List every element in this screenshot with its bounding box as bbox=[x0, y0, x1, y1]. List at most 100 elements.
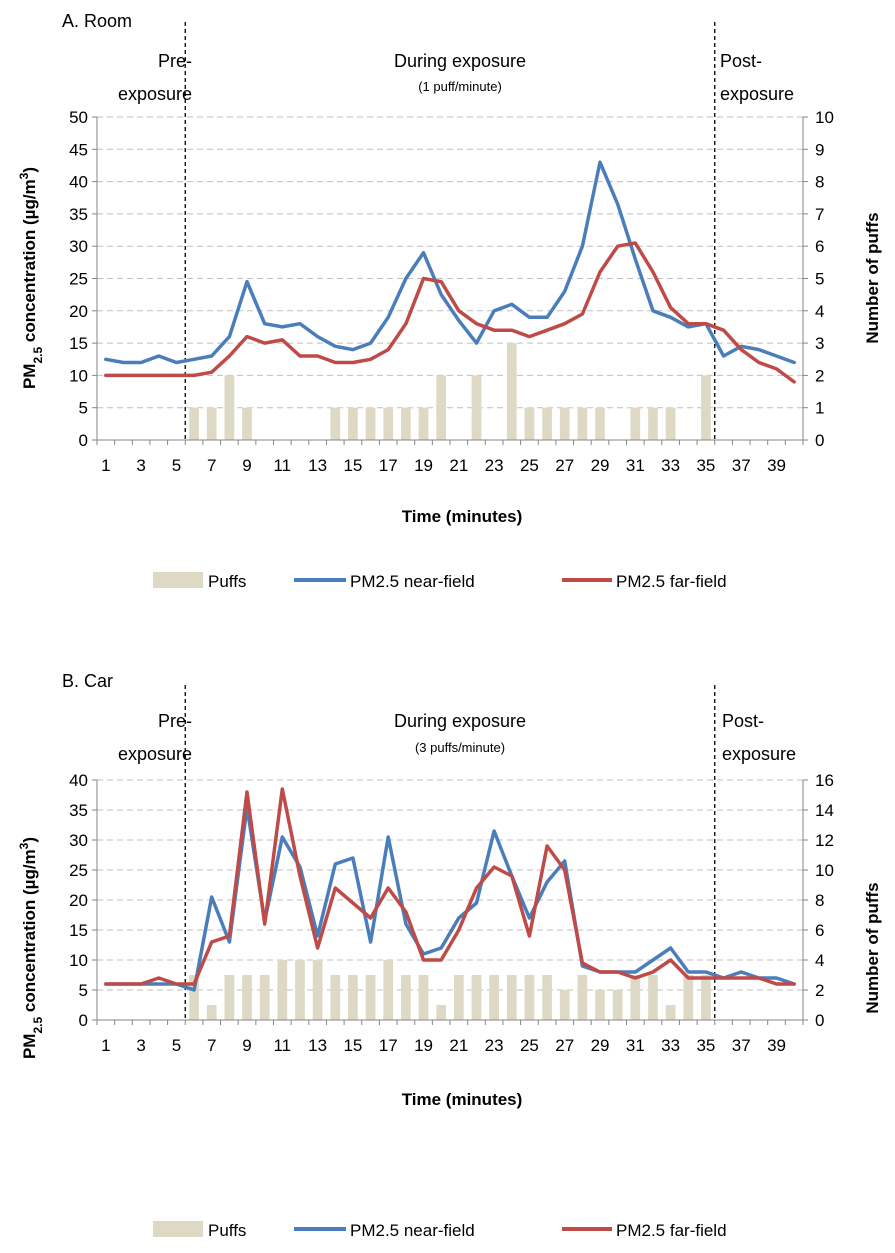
bar-puffs bbox=[506, 975, 517, 1020]
y-right-tick-label: 0 bbox=[815, 1011, 824, 1030]
y-right-tick-label: 4 bbox=[815, 951, 824, 970]
y-left-tick-label: 5 bbox=[79, 981, 88, 1000]
x-tick-label: 29 bbox=[591, 1036, 610, 1055]
y-right-tick-label: 2 bbox=[815, 981, 824, 1000]
x-tick-label: 1 bbox=[101, 1036, 110, 1055]
bar-puffs bbox=[348, 975, 358, 1020]
x-tick-label: 21 bbox=[449, 1036, 468, 1055]
bar-puffs bbox=[471, 975, 482, 1020]
phase-post-label-line2: exposure bbox=[720, 84, 794, 104]
legend-puffs-swatch bbox=[153, 1221, 203, 1237]
y-left-tick-label: 10 bbox=[69, 366, 88, 385]
bar-puffs bbox=[348, 407, 358, 440]
x-tick-label: 37 bbox=[732, 456, 751, 475]
x-tick-label: 7 bbox=[207, 456, 216, 475]
x-tick-label: 33 bbox=[661, 1036, 680, 1055]
bar-puffs bbox=[330, 407, 341, 440]
x-axis-title: Time (minutes) bbox=[402, 507, 523, 526]
bar-puffs bbox=[418, 975, 429, 1020]
y-axis-right-title: Number of puffs bbox=[863, 882, 882, 1013]
legend: Puffs PM2.5 near-field PM2.5 far-field bbox=[153, 572, 727, 591]
y-right-tick-label: 7 bbox=[815, 205, 824, 224]
y-left-tick-label: 50 bbox=[69, 108, 88, 127]
y-left-tick-label: 25 bbox=[69, 270, 88, 289]
x-tick-label: 13 bbox=[308, 1036, 327, 1055]
x-tick-label: 31 bbox=[626, 1036, 645, 1055]
x-tick-label: 29 bbox=[591, 456, 610, 475]
y-right-tick-label: 2 bbox=[815, 366, 824, 385]
bar-puffs bbox=[524, 975, 535, 1020]
bar-puffs bbox=[595, 407, 605, 440]
y-right-tick-label: 14 bbox=[815, 801, 834, 820]
y-left-tick-label: 10 bbox=[69, 951, 88, 970]
bar-puffs bbox=[542, 975, 552, 1020]
x-tick-label: 35 bbox=[696, 456, 715, 475]
bar-puffs bbox=[595, 990, 605, 1020]
y-left-tick-label: 25 bbox=[69, 861, 88, 880]
x-tick-label: 31 bbox=[626, 456, 645, 475]
bar-puffs bbox=[436, 1005, 447, 1020]
bar-puffs bbox=[665, 1005, 676, 1020]
y-right-tick-label: 8 bbox=[815, 173, 824, 192]
x-tick-label: 15 bbox=[343, 456, 362, 475]
bar-puffs bbox=[401, 407, 411, 440]
y-right-tick-label: 6 bbox=[815, 237, 824, 256]
y-right-tick-label: 10 bbox=[815, 861, 834, 880]
bar-puffs bbox=[542, 407, 552, 440]
bar-puffs bbox=[630, 407, 641, 440]
x-tick-label: 11 bbox=[273, 1036, 291, 1055]
y-right-tick-label: 4 bbox=[815, 302, 824, 321]
bar-puffs bbox=[524, 407, 535, 440]
bar-puffs bbox=[401, 975, 411, 1020]
bar-puffs bbox=[224, 375, 235, 440]
bar-puffs bbox=[383, 407, 394, 440]
bar-puffs bbox=[701, 375, 711, 440]
bar-puffs bbox=[577, 407, 588, 440]
y-axis-left-title: PM2.5 concentration (µg/m3) bbox=[17, 167, 45, 389]
x-tick-label: 3 bbox=[136, 1036, 145, 1055]
y-left-tick-label: 20 bbox=[69, 302, 88, 321]
y-right-tick-label: 12 bbox=[815, 831, 834, 850]
bar-puffs bbox=[559, 407, 570, 440]
bar-puffs bbox=[648, 975, 658, 1020]
x-tick-label: 15 bbox=[343, 1036, 362, 1055]
x-tick-label: 25 bbox=[520, 1036, 539, 1055]
y-left-tick-label: 45 bbox=[69, 140, 88, 159]
phase-post-label-line2: exposure bbox=[722, 744, 796, 764]
x-tick-label: 39 bbox=[767, 456, 786, 475]
bar-puffs bbox=[189, 407, 199, 440]
x-tick-label: 3 bbox=[136, 456, 145, 475]
bar-puffs bbox=[612, 990, 623, 1020]
phase-pre-label-line2: exposure bbox=[118, 84, 192, 104]
x-tick-label: 27 bbox=[555, 1036, 574, 1055]
x-tick-label: 9 bbox=[242, 1036, 251, 1055]
y-right-tick-label: 16 bbox=[815, 771, 834, 790]
x-tick-label: 27 bbox=[555, 456, 574, 475]
x-tick-label: 25 bbox=[520, 456, 539, 475]
bar-puffs bbox=[277, 960, 288, 1020]
x-tick-label: 23 bbox=[485, 1036, 504, 1055]
bar-puffs bbox=[259, 975, 270, 1020]
y-right-tick-label: 9 bbox=[815, 140, 824, 159]
x-tick-label: 5 bbox=[172, 1036, 181, 1055]
legend-puffs-swatch bbox=[153, 572, 203, 588]
phase-during-note: (1 puff/minute) bbox=[418, 79, 502, 94]
bar-puffs bbox=[559, 990, 570, 1020]
x-tick-label: 17 bbox=[379, 1036, 398, 1055]
phase-pre-label-line1: Pre- bbox=[158, 711, 192, 731]
y-right-tick-label: 0 bbox=[815, 431, 824, 450]
x-tick-label: 23 bbox=[485, 456, 504, 475]
x-tick-label: 5 bbox=[172, 456, 181, 475]
bar-puffs bbox=[701, 975, 711, 1020]
panel-title: A. Room bbox=[62, 11, 132, 31]
phase-during-label: During exposure bbox=[394, 51, 526, 71]
y-right-tick-label: 8 bbox=[815, 891, 824, 910]
bar-puffs bbox=[577, 975, 588, 1020]
y-right-tick-label: 3 bbox=[815, 334, 824, 353]
bar-puffs bbox=[506, 343, 517, 440]
phase-pre-label-line1: Pre- bbox=[158, 51, 192, 71]
y-left-tick-label: 15 bbox=[69, 921, 88, 940]
y-axis-left-title: PM2.5 concentration (µg/m3) bbox=[17, 837, 45, 1059]
